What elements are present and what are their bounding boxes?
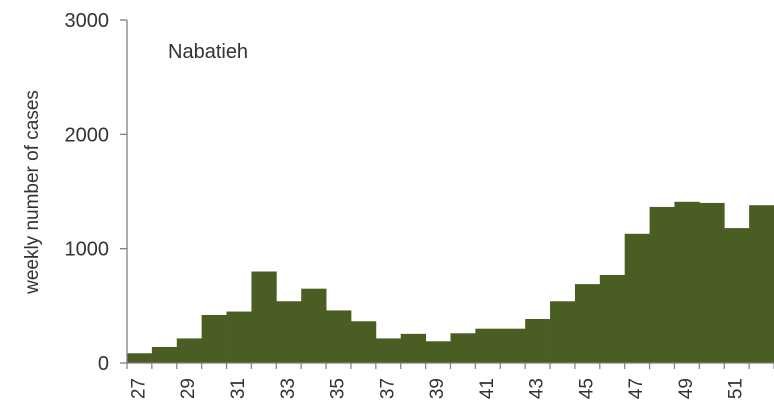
bar-week-42 bbox=[500, 328, 526, 363]
bar-week-38 bbox=[400, 333, 427, 363]
bar-week-41 bbox=[475, 328, 501, 363]
bar-week-51 bbox=[724, 228, 750, 363]
bar-week-33 bbox=[276, 301, 302, 363]
x-tick-label-51: 51 bbox=[726, 378, 747, 399]
bar-week-30 bbox=[201, 314, 227, 363]
x-tick-label-45: 45 bbox=[576, 378, 597, 399]
x-tick-label-31: 31 bbox=[228, 378, 249, 399]
bar-week-52 bbox=[749, 205, 774, 363]
bar-week-49 bbox=[674, 201, 700, 363]
bar-week-48 bbox=[649, 206, 675, 363]
x-tick-label-49: 49 bbox=[676, 378, 697, 399]
bar-week-45 bbox=[574, 284, 601, 363]
x-tick-label-39: 39 bbox=[427, 378, 448, 399]
bar-week-50 bbox=[699, 202, 725, 363]
y-tick-label-1000: 1000 bbox=[65, 239, 110, 261]
x-tick-label-27: 27 bbox=[128, 378, 149, 399]
bar-week-47 bbox=[624, 233, 650, 363]
y-tick-label-3000: 3000 bbox=[65, 10, 110, 32]
bar-week-31 bbox=[226, 311, 252, 363]
x-tick-label-33: 33 bbox=[278, 378, 299, 399]
x-tick-label-43: 43 bbox=[527, 378, 548, 399]
y-tick-label-2000: 2000 bbox=[65, 124, 110, 146]
bar-week-36 bbox=[350, 321, 377, 363]
bar-week-35 bbox=[326, 310, 352, 363]
x-tick-label-37: 37 bbox=[377, 378, 398, 399]
bar-week-39 bbox=[425, 341, 451, 363]
region-annotation: Nabatieh bbox=[168, 41, 248, 63]
bar-week-29 bbox=[176, 338, 203, 363]
bar-week-44 bbox=[550, 301, 576, 363]
x-tick-label-47: 47 bbox=[626, 378, 647, 399]
x-tick-label-41: 41 bbox=[477, 378, 498, 399]
bar-week-37 bbox=[375, 338, 402, 363]
x-tick-label-29: 29 bbox=[178, 378, 199, 399]
x-tick-label-35: 35 bbox=[328, 378, 349, 399]
bar-week-28 bbox=[151, 346, 178, 363]
y-tick-label-0: 0 bbox=[98, 353, 109, 375]
y-axis-title: weekly number of cases bbox=[22, 90, 43, 295]
bar-week-43 bbox=[525, 318, 551, 363]
labels-layer: 0 1000 2000 3000 27 29 31 33 35 37 39 41 43 45 47 49 51 w… bbox=[22, 10, 747, 399]
bars-layer bbox=[127, 201, 774, 363]
bar-week-46 bbox=[599, 274, 626, 363]
bar-week-40 bbox=[450, 333, 476, 363]
bar-week-27 bbox=[127, 353, 153, 363]
bar-week-34 bbox=[301, 288, 327, 363]
bar-week-32 bbox=[251, 271, 277, 363]
axes-layer bbox=[120, 19, 774, 369]
